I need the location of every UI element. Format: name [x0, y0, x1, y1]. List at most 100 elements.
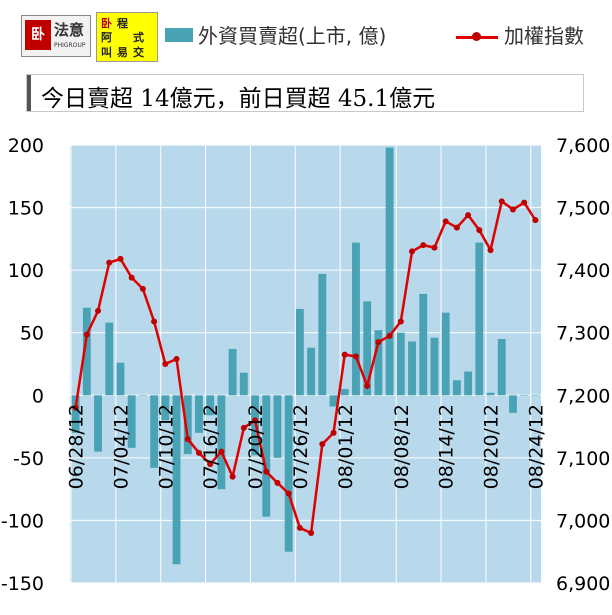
index-point — [240, 424, 247, 431]
bar — [195, 395, 203, 433]
left-tick-label: 200 — [8, 135, 44, 157]
bar — [486, 392, 495, 396]
bar — [318, 273, 327, 396]
bar — [441, 312, 450, 396]
bar — [116, 362, 125, 396]
logo2-char-3: 阿 — [101, 31, 112, 44]
bar — [430, 337, 439, 396]
x-tick-label: 07/26/12 — [290, 404, 312, 489]
index-point — [330, 429, 337, 436]
left-tick-label: 100 — [8, 260, 44, 282]
plot-area — [70, 145, 541, 583]
logo2-char-7: 易 — [117, 46, 128, 59]
left-tick-label: 0 — [32, 385, 44, 407]
left-tick-label: 50 — [20, 323, 44, 345]
bar — [340, 389, 349, 396]
bar — [520, 395, 529, 396]
bar — [94, 395, 102, 452]
left-tick-label: 150 — [8, 198, 44, 220]
index-point — [285, 490, 292, 497]
index-point — [139, 285, 146, 292]
index-point — [218, 448, 225, 455]
index-point — [184, 436, 191, 443]
left-tick-label: -50 — [13, 448, 44, 470]
bar — [172, 395, 181, 565]
index-point — [352, 353, 359, 360]
bar — [352, 242, 360, 396]
index-point — [341, 351, 348, 358]
left-tick-label: -100 — [1, 510, 44, 532]
bar — [374, 330, 383, 396]
index-point — [465, 212, 472, 219]
index-point — [117, 255, 124, 262]
index-point — [409, 248, 416, 255]
index-point — [364, 382, 371, 389]
x-tick-label: 06/28/12 — [66, 404, 88, 489]
bar — [408, 341, 416, 396]
index-point — [207, 461, 214, 468]
logo2-char-6: 交 — [133, 46, 144, 59]
phigroup-logo: 卧 法意 PHIGROUP — [21, 15, 91, 57]
index-point — [453, 224, 460, 231]
logo2-char-5: 叫 — [101, 46, 112, 59]
index-point — [106, 259, 113, 266]
bar — [105, 322, 114, 396]
logo-sub: PHIGROUP — [54, 42, 86, 49]
index-point — [95, 307, 102, 314]
index-point — [252, 417, 259, 424]
bar — [531, 395, 540, 396]
summary-box: 今日賣超 14億元，前日買超 45.1億元 — [26, 74, 584, 112]
x-tick-label: 07/20/12 — [245, 404, 267, 489]
index-point — [162, 361, 169, 367]
bar — [262, 395, 271, 517]
x-tick-label: 08/24/12 — [525, 404, 547, 489]
index-point — [263, 468, 270, 475]
x-tick-label: 08/20/12 — [481, 404, 503, 489]
right-tick-label: 7,000 — [556, 510, 610, 532]
bar — [363, 301, 372, 396]
logo2-char-1: 卧 — [101, 17, 112, 30]
logo-mark: 卧 — [25, 20, 51, 50]
index-point — [375, 339, 382, 346]
index-point — [498, 198, 505, 205]
bar — [217, 395, 226, 490]
index-point — [83, 331, 90, 338]
index-point — [151, 318, 158, 325]
bar — [307, 347, 316, 396]
logo2-char-4: 式 — [133, 31, 144, 44]
index-point — [397, 318, 404, 325]
index-point — [274, 479, 281, 486]
index-point — [442, 218, 449, 225]
right-tick-label: 7,200 — [556, 385, 610, 407]
bar — [329, 395, 338, 407]
bar — [475, 242, 484, 396]
index-point — [296, 524, 303, 531]
right-tick-label: 7,100 — [556, 448, 610, 470]
bar — [273, 395, 282, 458]
logo-name: 法意 — [54, 21, 85, 39]
bar — [161, 395, 170, 421]
bar — [509, 395, 517, 413]
bar — [206, 395, 215, 416]
bar — [150, 395, 159, 468]
right-tick-label: 6,900 — [556, 573, 610, 595]
legend-line-marker — [472, 32, 481, 41]
index-point — [386, 332, 393, 339]
bar — [452, 380, 461, 396]
bar — [183, 395, 192, 455]
bar — [239, 372, 248, 396]
index-point — [308, 529, 315, 536]
x-tick-label: 07/16/12 — [200, 404, 222, 489]
bar — [284, 395, 293, 552]
bar — [228, 348, 237, 396]
legend-line-label: 加權指數 — [504, 24, 584, 48]
index-point — [420, 242, 427, 249]
x-tick-label: 07/04/12 — [110, 404, 132, 489]
bar — [71, 395, 80, 433]
x-tick-label: 08/01/12 — [335, 404, 357, 489]
right-tick-label: 7,600 — [556, 135, 610, 157]
index-point — [195, 449, 202, 456]
index-point — [173, 355, 180, 362]
bar — [127, 395, 136, 448]
